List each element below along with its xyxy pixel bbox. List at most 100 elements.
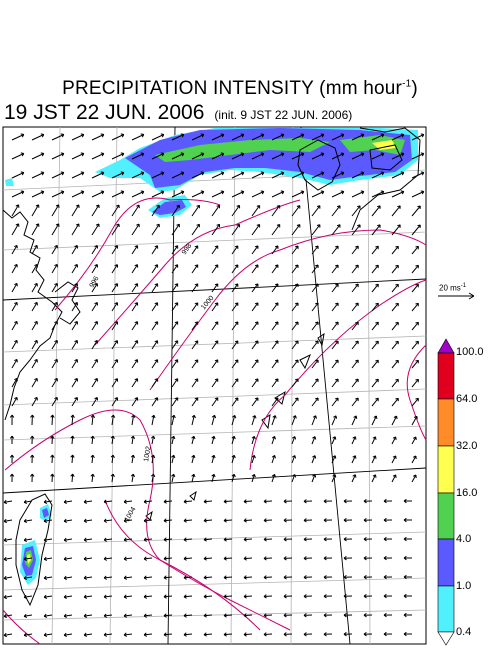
- wind-vector-head: [103, 575, 107, 580]
- wind-vector: [111, 397, 118, 407]
- wind-vector: [171, 302, 179, 312]
- wind-vector-head: [200, 190, 205, 195]
- wind-vector: [191, 191, 205, 198]
- wind-vector: [291, 359, 299, 369]
- wind-vector: [183, 500, 193, 503]
- wind-vector: [271, 321, 279, 331]
- wind-vector-head: [54, 301, 58, 306]
- wind-vector: [151, 223, 160, 236]
- wind-vector: [11, 397, 18, 407]
- wind-vector-head: [14, 282, 18, 287]
- wind-vector-head: [296, 224, 301, 228]
- wind-vector-head: [323, 518, 327, 523]
- wind-vector: [251, 302, 259, 312]
- wind-vector: [391, 340, 399, 350]
- wind-vector: [91, 153, 105, 160]
- wind-vector: [411, 359, 419, 369]
- wind-vector: [4, 500, 13, 503]
- wind-vector-head: [114, 283, 119, 287]
- wind-vector: [223, 633, 233, 636]
- wind-vector: [271, 172, 285, 179]
- wind-vector-head: [220, 152, 225, 157]
- wind-vector-head: [274, 340, 279, 344]
- wind-vector-head: [375, 340, 379, 345]
- wind-vector-head: [54, 377, 58, 382]
- wind-vector-head: [100, 171, 105, 176]
- wind-vector-head: [335, 321, 339, 326]
- wind-vector: [151, 415, 155, 426]
- wind-vector: [31, 245, 38, 255]
- wind-vector-head: [263, 518, 267, 523]
- wind-vector-head: [251, 474, 256, 478]
- wind-vector: [391, 455, 397, 464]
- wind-vector-head: [274, 359, 279, 363]
- wind-vector-head: [110, 414, 116, 418]
- wind-vector: [311, 191, 325, 198]
- wind-vector-head: [163, 499, 167, 504]
- wind-vector-head: [355, 359, 359, 364]
- wind-vector-head: [74, 245, 78, 249]
- colorbar-label-0.4: 0.4: [456, 626, 472, 638]
- wind-vector: [331, 397, 339, 407]
- wind-vector-head: [214, 340, 219, 344]
- wind-vector: [104, 519, 113, 522]
- wind-vector-head: [395, 340, 399, 345]
- wind-vector: [271, 245, 279, 255]
- wind-vector-head: [120, 133, 125, 138]
- wind-vector-head: [23, 556, 28, 562]
- wind-vector: [191, 134, 205, 141]
- wind-vector: [91, 321, 98, 331]
- wind-vector-head: [174, 283, 179, 287]
- wind-vector: [84, 633, 93, 636]
- wind-vector-head: [397, 224, 401, 228]
- colorbar-segment-1-4: [437, 538, 455, 587]
- wind-vector-head: [35, 223, 40, 227]
- wind-vector: [131, 436, 134, 445]
- wind-vector-head: [214, 321, 219, 325]
- wind-vector-head: [150, 454, 156, 459]
- wind-vector-head: [200, 152, 205, 157]
- wind-vector-head: [34, 263, 38, 268]
- wind-vector: [223, 538, 233, 541]
- wind-vector: [291, 340, 299, 350]
- wind-vector-head: [231, 435, 236, 440]
- wind-vector-head: [143, 499, 147, 504]
- wind-vector-head: [140, 171, 145, 176]
- wind-vector: [391, 264, 399, 274]
- wind-vector: [191, 378, 199, 388]
- wind-vector: [331, 172, 345, 179]
- wind-vector: [351, 205, 361, 217]
- wind-vector: [111, 283, 118, 293]
- wind-vector: [251, 436, 255, 445]
- wind-vector: [171, 436, 175, 445]
- wind-vector: [91, 415, 94, 426]
- wind-vector-head: [40, 190, 45, 195]
- wind-vector: [291, 378, 299, 388]
- wind-vector: [371, 283, 379, 293]
- wind-vector: [151, 264, 158, 274]
- wind-vector-head: [14, 358, 18, 363]
- wind-vector-head: [254, 245, 259, 249]
- wind-vector: [251, 153, 265, 160]
- wind-vector: [104, 576, 113, 579]
- wind-vector-head: [120, 152, 125, 157]
- wind-vector: [331, 378, 339, 388]
- wind-vector-head: [292, 474, 297, 478]
- wind-vector: [71, 321, 78, 331]
- wind-vector: [191, 415, 195, 426]
- wind-vector-head: [54, 396, 58, 401]
- wind-vector-head: [50, 473, 55, 477]
- wind-vector: [191, 321, 199, 331]
- wind-vector-head: [375, 378, 379, 383]
- wind-vector: [211, 134, 225, 141]
- wind-vector-head: [63, 537, 67, 543]
- wind-vector: [51, 283, 58, 293]
- wind-vector-head: [294, 283, 299, 287]
- wind-vector: [371, 245, 379, 255]
- wind-vector: [191, 436, 195, 445]
- wind-vector: [211, 340, 219, 350]
- wind-vector: [11, 321, 18, 331]
- title-close: ): [411, 78, 418, 99]
- wind-vector-head: [134, 283, 139, 287]
- wind-vector-head: [352, 474, 357, 478]
